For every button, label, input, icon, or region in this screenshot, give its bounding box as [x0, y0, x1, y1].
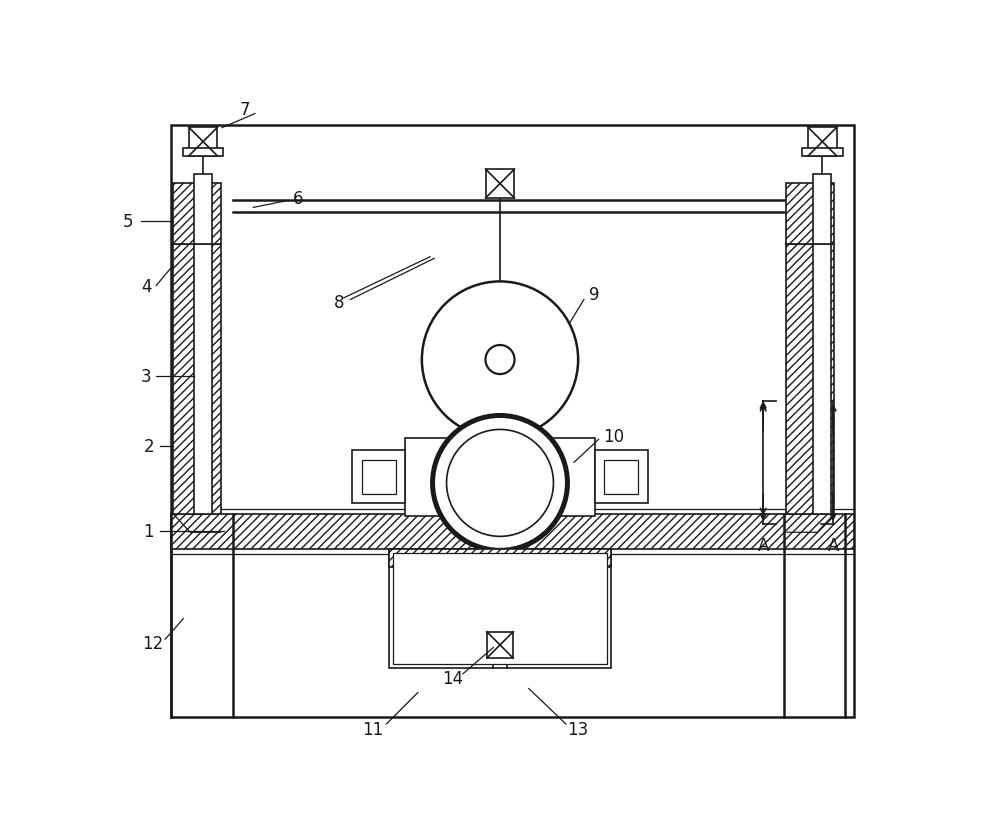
Circle shape: [447, 430, 553, 537]
Circle shape: [433, 416, 567, 551]
Text: 3: 3: [141, 367, 152, 385]
Bar: [786, 184, 834, 245]
Bar: [362, 461, 396, 494]
Bar: [194, 208, 212, 514]
Circle shape: [422, 282, 578, 438]
Bar: [802, 149, 843, 157]
Text: 11: 11: [362, 720, 383, 738]
Text: 1: 1: [144, 523, 154, 541]
Text: A: A: [757, 536, 769, 554]
Bar: [173, 184, 221, 245]
Bar: [183, 149, 223, 157]
Bar: [487, 632, 513, 658]
Bar: [604, 461, 638, 494]
Bar: [194, 175, 212, 245]
Text: 2: 2: [144, 437, 154, 456]
Bar: [389, 549, 611, 668]
Text: 6: 6: [293, 189, 304, 208]
Bar: [786, 245, 834, 514]
Bar: [171, 514, 854, 549]
Bar: [171, 126, 854, 718]
Text: 14: 14: [442, 669, 463, 687]
Bar: [189, 128, 217, 157]
Bar: [549, 645, 595, 660]
Text: 7: 7: [240, 101, 250, 118]
Bar: [813, 175, 831, 245]
Bar: [595, 451, 648, 504]
Bar: [486, 170, 514, 198]
Text: 5: 5: [123, 213, 134, 231]
Bar: [808, 128, 837, 157]
Text: 13: 13: [568, 720, 589, 738]
Text: A: A: [827, 536, 839, 554]
Text: 9: 9: [589, 285, 600, 304]
Circle shape: [486, 346, 514, 374]
Text: 8: 8: [334, 294, 345, 312]
Bar: [813, 208, 831, 514]
Circle shape: [485, 346, 515, 375]
Bar: [352, 451, 405, 504]
Bar: [389, 549, 611, 567]
Bar: [405, 645, 451, 660]
Bar: [393, 553, 607, 664]
Text: 12: 12: [142, 634, 164, 653]
Bar: [173, 245, 221, 514]
Text: 10: 10: [603, 428, 624, 446]
Bar: [405, 438, 595, 516]
Text: 4: 4: [141, 277, 152, 295]
